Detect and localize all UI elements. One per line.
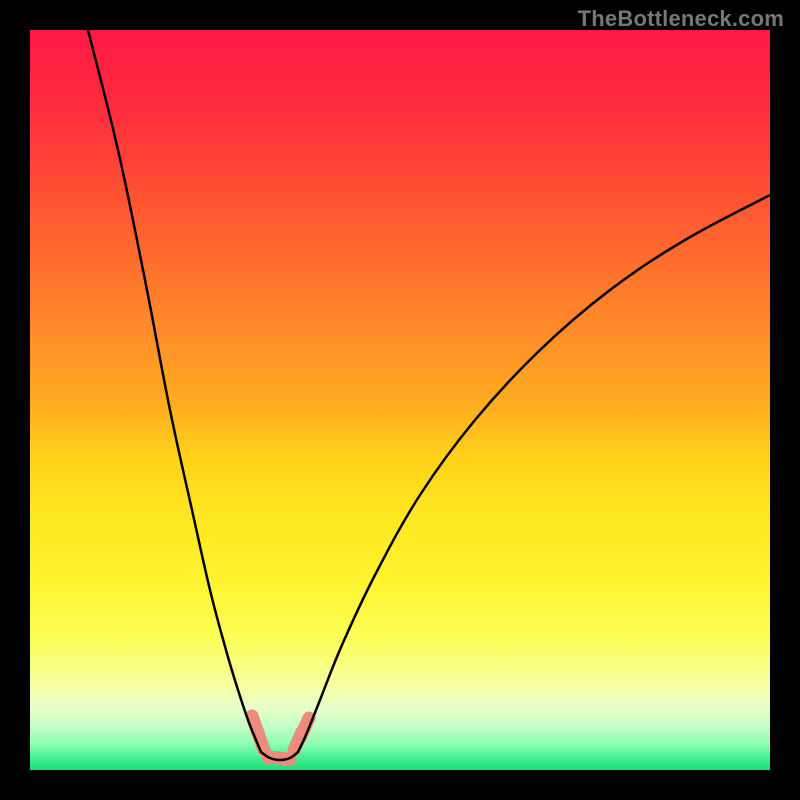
plot-svg	[30, 30, 770, 770]
gradient-background	[30, 30, 770, 770]
chart-frame: TheBottleneck.com	[0, 0, 800, 800]
plot-area	[30, 30, 770, 770]
watermark-text: TheBottleneck.com	[578, 6, 784, 32]
